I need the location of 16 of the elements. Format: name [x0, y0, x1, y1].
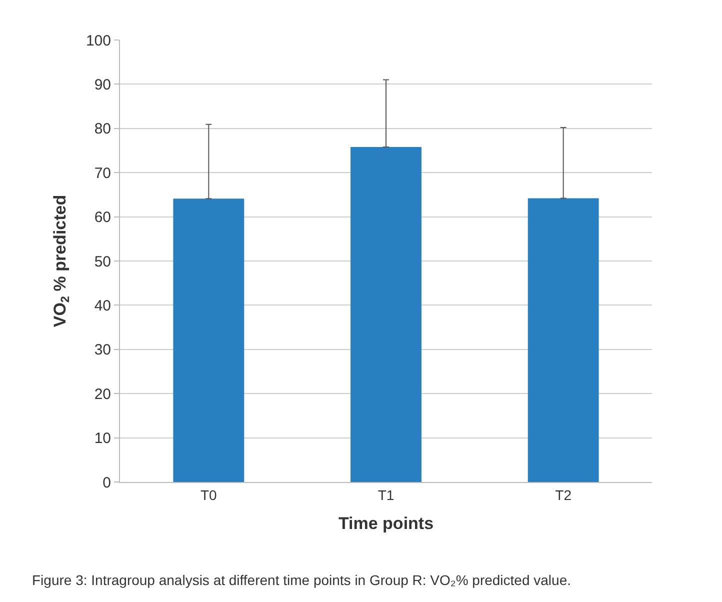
y-tick-label: 10 [94, 430, 111, 448]
x-tick-label: T1 [378, 486, 394, 503]
caption: Figure 3: Intragroup analysis at different time points in Group R: VO₂% predicted value. [32, 572, 572, 588]
x-tick-label: T2 [555, 486, 572, 503]
y-tick-label: 50 [94, 253, 111, 270]
y-tick-label: 30 [94, 342, 111, 359]
y-tick-label: 80 [94, 120, 111, 138]
y-tick-label: 40 [94, 297, 111, 314]
y-tick-label: 20 [94, 386, 111, 403]
x-tick-label: T0 [200, 486, 218, 503]
y-tick-label: 100 [86, 32, 111, 50]
y-tick-label: 70 [94, 164, 111, 182]
y-tick-label: 90 [94, 76, 111, 94]
x-axis-title: Time points [338, 514, 434, 534]
y-tick-label: 0 [102, 474, 111, 492]
y-tick-label: 60 [94, 209, 111, 226]
